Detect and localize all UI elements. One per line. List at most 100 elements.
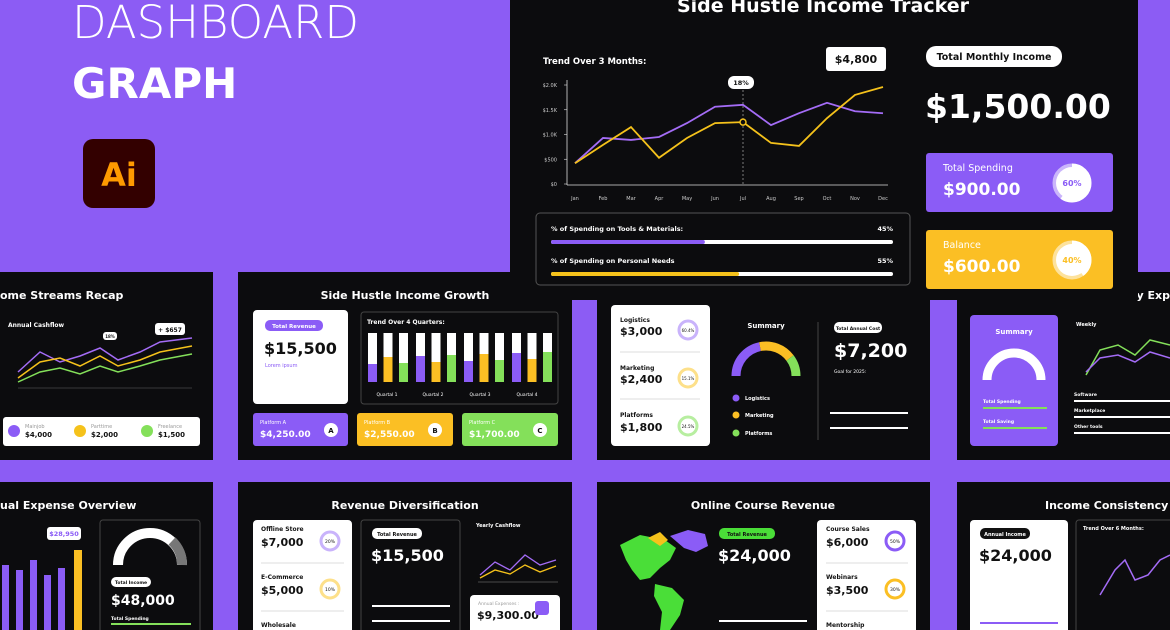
decor-gauge <box>759 341 794 361</box>
decor <box>670 530 708 552</box>
decor <box>58 568 65 630</box>
chart-title: Weekly <box>1076 322 1097 328</box>
platform-box <box>253 413 348 446</box>
letter-badge <box>533 423 547 437</box>
item-label: Course Sales <box>826 526 870 533</box>
list-box <box>611 305 710 446</box>
mini-donut <box>677 367 699 389</box>
decor-bar <box>983 427 1047 429</box>
highlight-point <box>739 118 747 126</box>
decor <box>44 575 51 630</box>
decor <box>372 605 450 607</box>
pill-label: Total Annual Cost <box>836 326 881 332</box>
decor <box>74 550 82 630</box>
platform-box <box>462 413 558 446</box>
kpi-box <box>360 519 461 630</box>
badge-label: $28,950 <box>49 530 79 538</box>
donut-label: 40% <box>1062 256 1081 265</box>
badge-label: 18% <box>105 334 115 339</box>
pill <box>111 577 151 587</box>
badge <box>728 76 754 89</box>
y-tick-label: $2.0K <box>543 83 558 89</box>
item-value: $6,000 <box>826 536 869 549</box>
decor-bar <box>447 355 456 382</box>
progress-label: % of Spending on Tools & Materials: <box>551 225 683 233</box>
platform-label: Platform A <box>260 420 287 426</box>
item-value: $1,500 <box>158 431 185 439</box>
item-percent: 60.4% <box>682 328 695 333</box>
mini-donut <box>319 530 341 552</box>
card-subtitle: Annual Cashflow <box>8 322 65 329</box>
gauge-box <box>99 519 201 630</box>
card-title: ual Expense Overview <box>0 499 136 512</box>
decor <box>16 570 23 630</box>
icon <box>8 425 20 437</box>
decor-bar <box>830 412 908 414</box>
card-title: Income Consistency Tr <box>1045 499 1170 512</box>
decor-bar <box>1074 416 1170 418</box>
letter-badge <box>428 423 442 437</box>
x-tick-label: Oct <box>823 196 832 202</box>
list-box <box>253 520 352 630</box>
decor <box>372 620 450 622</box>
item-label: Mainjob <box>25 424 45 430</box>
decor-bar <box>527 333 537 382</box>
mini-donut <box>677 319 699 341</box>
series-line <box>574 101 884 164</box>
kpi-label: Total Spending <box>942 163 1013 174</box>
tool-label: Other tools <box>1074 424 1103 430</box>
progress-fill <box>551 272 740 276</box>
callout-label: $4,800 <box>835 53 878 66</box>
x-tick-label: Nov <box>850 196 860 202</box>
y-tick-label: $1.5K <box>543 108 558 114</box>
item-value: $3,500 <box>826 584 869 597</box>
kpi-value: $7,200 <box>834 340 907 362</box>
pill <box>719 528 775 539</box>
y-tick-label: $500 <box>544 157 557 163</box>
chart-box <box>1075 519 1170 630</box>
decor-line <box>17 345 193 379</box>
kpi-value: $24,000 <box>718 546 791 565</box>
decor-gauge <box>731 342 762 377</box>
decor-bar <box>399 363 408 382</box>
decor-gauge <box>168 537 187 566</box>
kpi-value: $48,000 <box>111 593 175 609</box>
callout <box>826 47 886 71</box>
donut-arc <box>1052 240 1092 280</box>
pill <box>926 46 1062 67</box>
decor-bars <box>2 550 82 630</box>
badge-label: + $657 <box>158 327 182 334</box>
decor-bar <box>431 333 441 382</box>
x-tick-label: Dec <box>878 196 888 202</box>
caption: Lorem ipsum <box>265 363 298 369</box>
decor-bar <box>368 333 377 382</box>
item-label: Logistics <box>620 317 650 324</box>
decor <box>2 565 9 630</box>
legend-dot <box>732 429 740 437</box>
mini-donut <box>677 415 699 437</box>
item-percent: 50% <box>890 539 901 545</box>
hero-title-bold: GRAPH <box>72 59 237 108</box>
letter-badge <box>324 423 338 437</box>
decor-bar <box>495 333 504 382</box>
x-tick-label: Jul <box>739 196 746 202</box>
decor <box>648 532 668 546</box>
platform-value: $1,700.00 <box>469 430 520 440</box>
pill <box>834 322 882 333</box>
summary-box <box>970 315 1058 446</box>
pill-label: Total Revenue <box>727 532 767 538</box>
kpi-label: Balance <box>943 240 981 251</box>
decor <box>30 560 37 630</box>
chart: $0 $500 $1.0K $1.5K $2.0K Jan Feb Mar Apr May Jun J… <box>543 83 889 202</box>
decor-bar <box>527 359 537 382</box>
decor-bar <box>512 353 521 382</box>
donut-label: 60% <box>1062 179 1081 188</box>
decor-bar <box>983 407 1047 409</box>
item-percent: 30% <box>890 587 901 593</box>
summary-title: Summary <box>747 322 785 330</box>
x-tick-label: Jan <box>570 196 579 202</box>
decor-bars <box>372 605 450 622</box>
kpi-value: $15,500 <box>264 339 337 358</box>
quarter-label: Quartal 4 <box>516 392 537 398</box>
item-value: $3,000 <box>620 325 663 338</box>
